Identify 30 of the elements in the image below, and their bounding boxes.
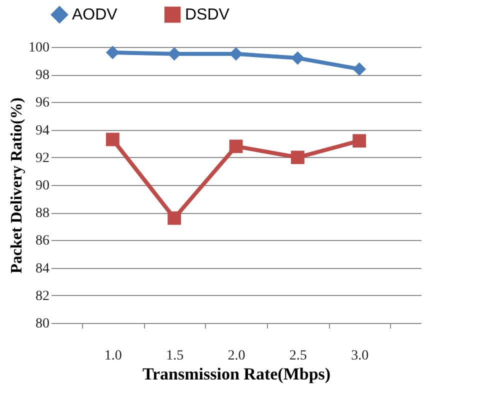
point <box>168 211 182 225</box>
x-axis-title: Transmission Rate(Mbps) <box>142 364 331 384</box>
point <box>168 47 182 61</box>
y-tick-label: 90 <box>36 178 50 194</box>
x-tick-label: 1.5 <box>166 348 184 364</box>
legend-label: DSDV <box>185 6 230 24</box>
y-axis-title: Packet Delivery Ratio(%) <box>8 98 26 274</box>
x-tick-label: 2.0 <box>228 348 246 364</box>
point <box>106 132 120 146</box>
x-tick-label: 1.0 <box>104 348 122 364</box>
y-tick-label: 80 <box>36 316 50 332</box>
y-tick-label: 96 <box>36 96 50 111</box>
y-tick-label: 100 <box>28 40 50 56</box>
x-tick-label: 2.5 <box>289 348 307 364</box>
y-tick-label: 86 <box>36 234 50 249</box>
point <box>229 140 243 154</box>
point <box>106 46 120 60</box>
x-tick-label: 3.0 <box>351 348 369 364</box>
point <box>229 47 243 61</box>
point <box>352 62 366 76</box>
y-tick-label: 98 <box>36 68 50 84</box>
y-tick-label: 84 <box>36 261 50 276</box>
y-tick-label: 94 <box>36 123 50 138</box>
point <box>352 134 366 148</box>
y-tick-label: 82 <box>36 288 50 304</box>
y-tick-label: 92 <box>36 150 50 166</box>
y-tick-label: 88 <box>36 206 50 222</box>
point <box>290 150 304 164</box>
point <box>290 51 304 65</box>
legend-label: AODV <box>72 6 118 24</box>
